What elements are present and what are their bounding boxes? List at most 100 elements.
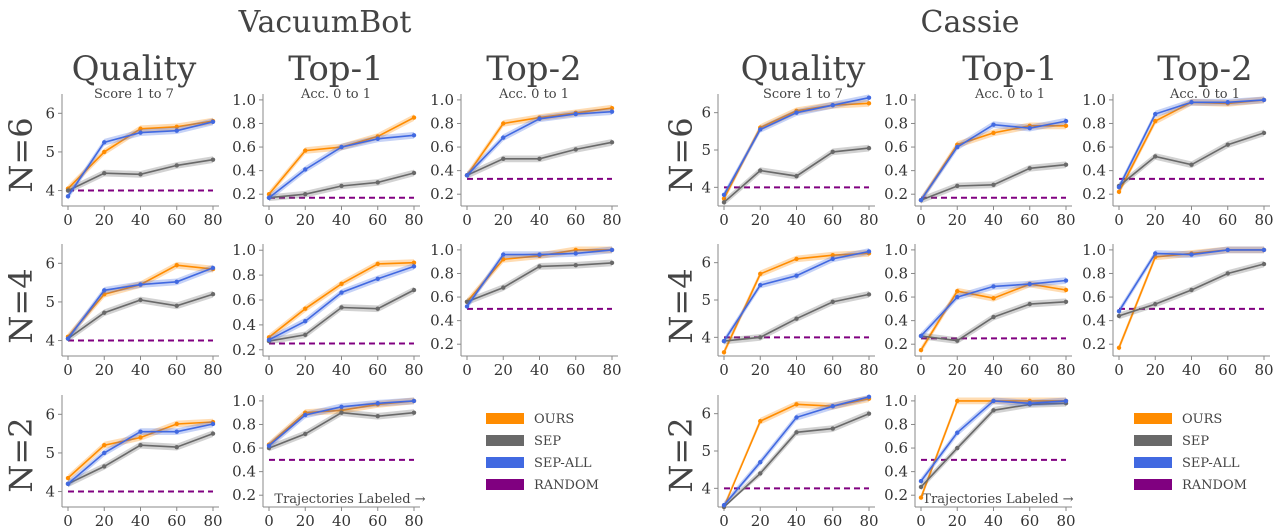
x-tick-label: 20 xyxy=(296,512,315,527)
x-tick-label: 80 xyxy=(602,361,621,379)
x-tick-label: 80 xyxy=(1056,512,1075,527)
data-point-ours xyxy=(1116,189,1122,195)
data-point-ours xyxy=(411,260,417,265)
data-point-ours xyxy=(609,105,615,111)
data-point-ours xyxy=(138,435,143,440)
y-tick-label: 0.4 xyxy=(884,463,908,481)
series-band-sep xyxy=(1119,129,1264,190)
y-tick-label: 5 xyxy=(45,143,55,161)
x-tick-label: 20 xyxy=(494,361,513,379)
legend-swatch-ours xyxy=(486,413,524,424)
y-tick-label: 1.0 xyxy=(430,91,454,109)
data-point-sep xyxy=(102,464,107,469)
data-point-sep-all xyxy=(303,167,308,172)
x-tick-label: 60 xyxy=(167,211,186,229)
y-tick-label: 6 xyxy=(45,104,55,122)
x-tick-label: 40 xyxy=(787,211,806,229)
row-label-n6: N=6 xyxy=(2,117,40,192)
series-band-sep-all xyxy=(467,246,612,310)
y-tick-label: 1.0 xyxy=(1082,91,1106,109)
legend-label-sep: SEP xyxy=(1182,434,1209,449)
data-point-sep-all xyxy=(918,197,924,203)
x-tick-label: 80 xyxy=(1056,211,1075,229)
series-band-sep xyxy=(724,410,869,507)
data-point-sep xyxy=(174,163,179,168)
x-tick-label: 0 xyxy=(264,361,274,379)
chart-panel: 0.2 0.4 0.6 0.8 1.0 0 20 40 60 80 xyxy=(232,91,423,229)
x-tick-label: 20 xyxy=(1146,211,1165,229)
x-tick-label: 0 xyxy=(462,211,472,229)
x-tick-label: 20 xyxy=(948,512,967,527)
data-point-ours xyxy=(991,296,996,301)
data-point-ours xyxy=(955,398,960,404)
x-tick-label: 80 xyxy=(203,361,222,379)
data-point-sep xyxy=(758,471,763,476)
legend-label-sep: SEP xyxy=(534,434,561,449)
data-point-sep-all xyxy=(138,130,143,135)
data-point-sep xyxy=(721,200,727,205)
y-tick-label: 0.4 xyxy=(430,162,454,180)
x-tick-label: 0 xyxy=(916,211,926,229)
data-point-sep xyxy=(303,332,308,338)
x-tick-label: 0 xyxy=(916,361,926,379)
series-band-ours xyxy=(269,397,414,448)
data-point-sep-all xyxy=(303,318,308,324)
data-point-ours xyxy=(303,306,308,311)
data-point-sep xyxy=(1063,162,1069,167)
legend-label-random: RANDOM xyxy=(1182,478,1247,493)
x-tick-label: 0 xyxy=(462,361,472,379)
y-tick-label: 5 xyxy=(701,141,711,159)
data-point-ours xyxy=(411,115,417,120)
data-point-sep-all xyxy=(1063,278,1069,283)
x-tick-label: 80 xyxy=(602,211,621,229)
data-point-sep xyxy=(537,156,542,162)
x-tick-label: 60 xyxy=(566,361,585,379)
data-point-sep xyxy=(65,188,71,193)
data-point-ours xyxy=(758,271,763,277)
xaxis-note: Trajectories Labeled → xyxy=(922,492,1073,507)
y-tick-label: 0.2 xyxy=(884,185,908,203)
x-tick-label: 0 xyxy=(264,512,274,527)
x-tick-label: 40 xyxy=(332,361,351,379)
data-point-sep-all xyxy=(138,282,143,287)
x-tick-label: 20 xyxy=(1146,361,1165,379)
data-point-sep xyxy=(1153,301,1158,307)
y-tick-label: 0.6 xyxy=(884,439,908,457)
data-point-sep xyxy=(758,168,763,173)
data-point-sep-all xyxy=(955,144,960,150)
data-point-ours xyxy=(102,149,107,155)
data-point-ours xyxy=(918,495,924,500)
legend-label-sep-all: SEP-ALL xyxy=(1182,456,1240,471)
x-tick-label: 80 xyxy=(1056,361,1075,379)
data-point-sep-all xyxy=(411,398,417,404)
data-point-sep xyxy=(1153,154,1158,159)
data-point-ours xyxy=(303,148,308,153)
data-point-sep xyxy=(210,157,216,162)
data-point-sep xyxy=(991,182,996,187)
x-tick-label: 60 xyxy=(368,361,387,379)
x-tick-label: 20 xyxy=(494,211,513,229)
row-label-n4: N=4 xyxy=(662,268,700,343)
y-tick-label: 4 xyxy=(45,332,55,350)
data-point-sep-all xyxy=(918,478,924,484)
data-point-sep-all xyxy=(138,429,143,434)
data-point-sep-all xyxy=(102,140,107,145)
legend-swatch-sep-all xyxy=(486,457,524,468)
data-point-ours xyxy=(102,443,107,448)
data-point-sep xyxy=(955,445,960,451)
data-point-sep xyxy=(1261,261,1267,267)
x-tick-label: 60 xyxy=(1020,512,1039,527)
data-point-sep xyxy=(102,170,107,176)
data-point-sep-all xyxy=(794,273,799,278)
data-point-sep-all xyxy=(1261,247,1267,253)
x-tick-label: 20 xyxy=(95,512,114,527)
y-tick-label: 4 xyxy=(45,182,55,200)
y-tick-label: 5 xyxy=(701,442,711,460)
x-tick-label: 60 xyxy=(1020,211,1039,229)
data-point-ours xyxy=(1063,287,1069,293)
y-tick-label: 0.2 xyxy=(232,486,256,504)
data-point-ours xyxy=(573,247,578,253)
x-tick-label: 0 xyxy=(1114,211,1124,229)
